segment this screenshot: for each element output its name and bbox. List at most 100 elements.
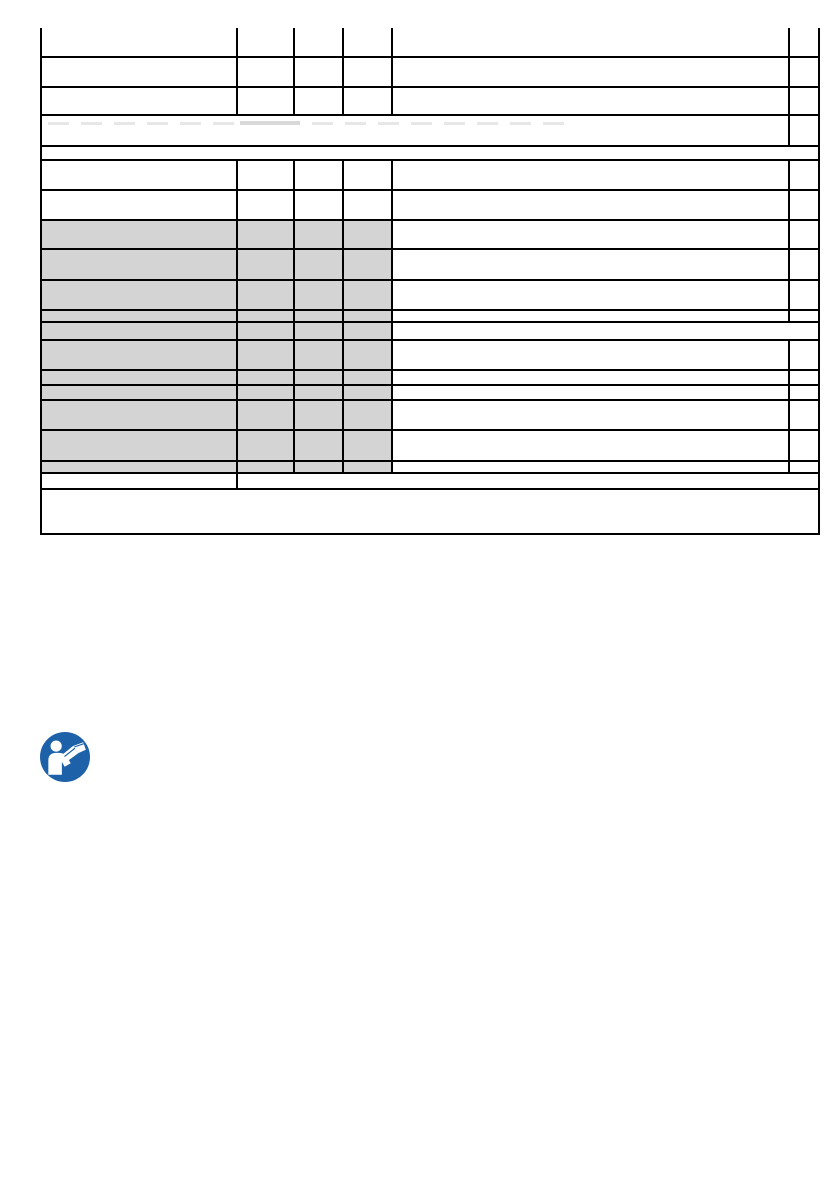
table-row [40,56,820,88]
table-cell [236,159,295,191]
table-cell [788,339,820,371]
table-cell [788,399,820,431]
table-cell [293,248,344,281]
table-cell [40,248,238,281]
table-cell [236,86,295,116]
table-cell [236,219,295,250]
table-cell [391,189,790,221]
table-cell [391,339,790,371]
table-cell [293,399,344,431]
table-cell [788,159,820,191]
spec-table [40,28,820,535]
table-row [40,279,820,311]
table-cell [391,56,790,88]
table-cell [342,159,393,191]
table-cell [40,309,238,323]
table-row [40,384,820,401]
table-cell [342,399,393,431]
table-cell [788,460,820,474]
table-cell [40,159,238,191]
table-cell [391,309,790,323]
table-cell [342,339,393,371]
table-cell [40,429,238,462]
table-cell [293,384,344,401]
table-row [40,159,820,191]
table-cell [236,279,295,311]
table-cell [788,189,820,221]
table-cell [342,460,393,474]
table-cell [236,472,820,490]
table-cell [236,28,295,58]
table-cell [293,429,344,462]
table-cell [236,309,295,323]
table-cell [788,114,820,147]
table-cell [293,309,344,323]
table-cell [788,86,820,116]
table-cell [236,56,295,88]
table-cell [293,56,344,88]
table-cell [293,339,344,371]
faint-render-artifact [48,121,778,126]
table-cell [342,321,393,341]
table-cell [293,189,344,221]
table-cell [40,189,238,221]
table-cell [342,86,393,116]
table-cell [391,369,790,386]
table-cell [236,384,295,401]
table-cell [788,56,820,88]
table-row [40,399,820,431]
table-cell [391,159,790,191]
table-cell [391,384,790,401]
table-row [40,321,820,341]
table-row [40,429,820,462]
table-cell [391,28,790,58]
table-cell [391,429,790,462]
table-cell [342,248,393,281]
table-cell [342,219,393,250]
table-cell [342,369,393,386]
table-cell [293,460,344,474]
table-row [40,28,820,58]
table-cell [40,488,820,535]
refer-to-instruction-manual-icon [40,732,90,782]
table-cell [391,248,790,281]
table-cell [788,219,820,250]
table-cell [40,369,238,386]
table-cell [342,279,393,311]
table-cell [40,460,238,474]
table-cell [391,86,790,116]
table-cell [40,339,238,371]
table-cell [40,28,238,58]
table-cell [40,145,820,161]
table-row [40,86,820,116]
table-cell [293,279,344,311]
table-cell [40,56,238,88]
table-cell [788,279,820,311]
table-cell [342,28,393,58]
table-cell [342,309,393,323]
table-cell [342,56,393,88]
table-cell [236,339,295,371]
table-cell [40,321,238,341]
table-cell [788,248,820,281]
table-cell [293,159,344,191]
table-row [40,472,820,490]
table-cell [342,189,393,221]
table-cell [342,384,393,401]
table-cell [342,429,393,462]
table-cell [788,369,820,386]
table-cell [236,429,295,462]
table-row [40,339,820,371]
table-cell [788,309,820,323]
table-cell [391,219,790,250]
table-cell [236,189,295,221]
table-cell [788,384,820,401]
table-cell [236,248,295,281]
table-cell [236,321,295,341]
table-row [40,369,820,386]
table-row [40,248,820,281]
table-cell [40,399,238,431]
table-cell [293,321,344,341]
table-cell [236,460,295,474]
